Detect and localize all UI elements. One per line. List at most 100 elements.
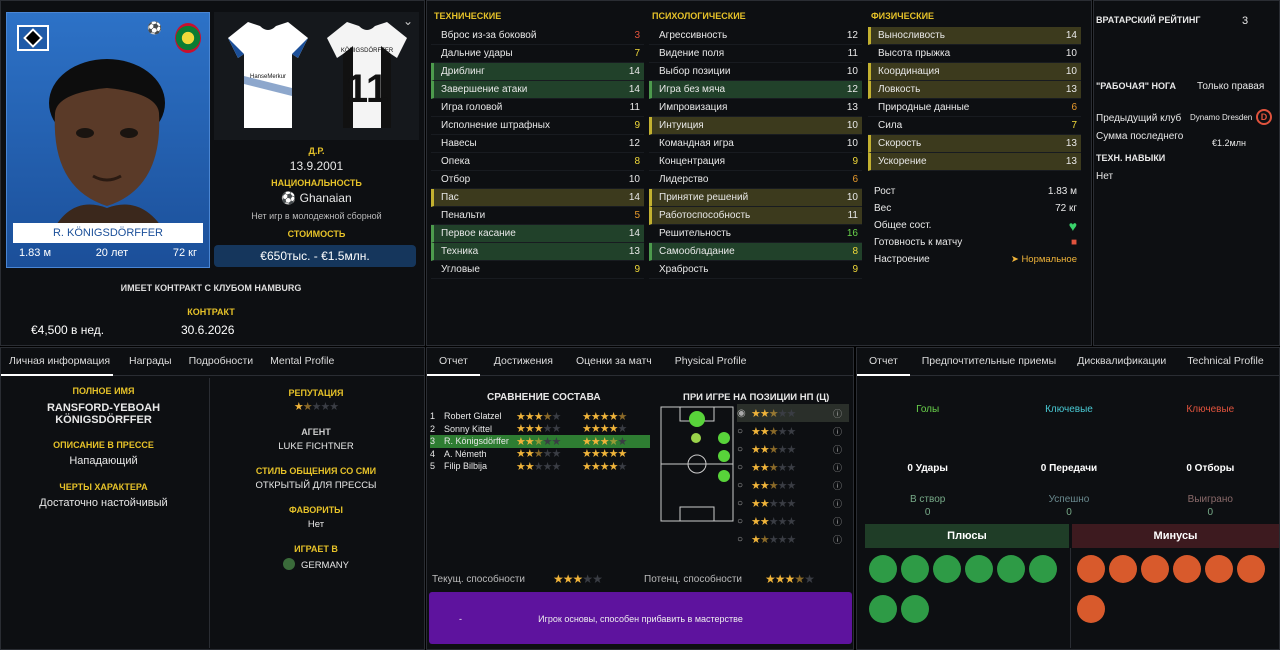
info-icon[interactable]: ⓘ: [833, 480, 843, 491]
attribute-row[interactable]: Агрессивность 12: [649, 27, 862, 45]
tab-awards[interactable]: Награды: [129, 355, 172, 367]
squad-row[interactable]: 5 Filip Bilbija ★★★★★ ★★★★★: [430, 460, 650, 473]
attribute-row[interactable]: Игра головой 11: [431, 99, 644, 117]
attribute-row[interactable]: Концентрация 9: [649, 153, 862, 171]
attribute-row[interactable]: Принятие решений 10: [649, 189, 862, 207]
attribute-row[interactable]: Дальние удары 7: [431, 45, 644, 63]
info-icon[interactable]: ⓘ: [833, 516, 843, 527]
side-info-panel: ВРАТАРСКИЙ РЕЙТИНГ 3 "РАБОЧАЯ" НОГА Толь…: [1093, 0, 1280, 346]
tab-physical-profile[interactable]: Physical Profile: [674, 355, 747, 367]
info-icon[interactable]: ⓘ: [833, 444, 843, 455]
tab-mental-profile[interactable]: Mental Profile: [270, 355, 335, 367]
plus-trait-icon[interactable]: [901, 555, 929, 583]
attribute-row[interactable]: Импровизация 13: [649, 99, 862, 117]
attribute-row[interactable]: Самообладание 8: [649, 243, 862, 261]
attribute-value: 10: [846, 120, 858, 131]
attribute-name: Агрессивность: [659, 30, 728, 41]
flask-icon[interactable]: [1077, 595, 1105, 623]
tab-achievements[interactable]: Достижения: [493, 355, 553, 367]
kit-dropdown-chevron-icon[interactable]: ⌄: [402, 14, 413, 28]
attribute-row[interactable]: Первое касание 14: [431, 225, 644, 243]
squad-row[interactable]: 4 A. Németh ★★★★★ ★★★★★: [430, 448, 650, 460]
minus-trait-icon[interactable]: [1237, 555, 1265, 583]
attribute-row[interactable]: Скорость 13: [868, 135, 1081, 153]
minus-trait-icon[interactable]: [1173, 555, 1201, 583]
prev-club-value[interactable]: Dynamo Dresden: [1190, 113, 1253, 122]
squad-row[interactable]: 1 Robert Glatzel ★★★★★ ★★★★★: [430, 410, 650, 423]
info-icon[interactable]: ⓘ: [833, 426, 843, 437]
attribute-row[interactable]: Координация 10: [868, 63, 1081, 81]
position-rating-row[interactable]: ◉ ★★★★★ ⓘ: [737, 404, 849, 422]
radio-icon[interactable]: ◉: [737, 407, 746, 419]
position-rating-row[interactable]: ○ ★★★★★ ⓘ: [737, 494, 849, 512]
attribute-row[interactable]: Вброс из-за боковой 3: [431, 27, 644, 45]
minus-trait-icon[interactable]: [1077, 555, 1105, 583]
tab-preferred-moves[interactable]: Предпочтительные приемы: [921, 355, 1057, 367]
position-rating-row[interactable]: ○ ★★★★★ ⓘ: [737, 530, 849, 548]
info-icon[interactable]: ⓘ: [833, 462, 843, 473]
plus-trait-icon[interactable]: [965, 555, 993, 583]
plus-trait-icon[interactable]: [869, 595, 897, 623]
radio-icon[interactable]: ○: [737, 533, 744, 545]
minus-trait-icon[interactable]: [1141, 555, 1169, 583]
attribute-row[interactable]: Навесы 12: [431, 135, 644, 153]
plus-trait-icon[interactable]: [869, 555, 897, 583]
attribute-row[interactable]: Завершение атаки 14: [431, 81, 644, 99]
tab-technical-profile[interactable]: Technical Profile: [1187, 355, 1264, 367]
squad-potential-stars: ★★★★★: [582, 435, 627, 448]
plus-trait-icon[interactable]: [997, 555, 1025, 583]
position-rating-row[interactable]: ○ ★★★★★ ⓘ: [737, 440, 849, 458]
attribute-row[interactable]: Командная игра 10: [649, 135, 862, 153]
agent-value[interactable]: LUKE FICHTNER: [278, 441, 354, 452]
tab-personal-info[interactable]: Личная информация: [1, 348, 113, 376]
radio-icon[interactable]: ○: [737, 515, 744, 527]
attribute-row[interactable]: Угловые 9: [431, 261, 644, 279]
tab-report[interactable]: Отчет: [427, 348, 480, 376]
position-rating-row[interactable]: ○ ★★★★★ ⓘ: [737, 422, 849, 440]
position-rating-row[interactable]: ○ ★★★★★ ⓘ: [737, 458, 849, 476]
attribute-row[interactable]: Пас 14: [431, 189, 644, 207]
attribute-row[interactable]: Высота прыжка 10: [868, 45, 1081, 63]
info-icon[interactable]: ⓘ: [833, 408, 843, 419]
globe-icon[interactable]: [901, 595, 929, 623]
squad-row[interactable]: 3 R. Königsdörffer ★★★★★ ★★★★★: [430, 435, 650, 448]
attribute-row[interactable]: Ловкость 13: [868, 81, 1081, 99]
attribute-row[interactable]: Отбор 10: [431, 171, 644, 189]
attribute-row[interactable]: Игра без мяча 12: [649, 81, 862, 99]
target-icon[interactable]: [1109, 555, 1137, 583]
radio-icon[interactable]: ○: [737, 479, 744, 491]
plus-trait-icon[interactable]: [933, 555, 961, 583]
attribute-row[interactable]: Храбрость 9: [649, 261, 862, 279]
radio-icon[interactable]: ○: [737, 425, 744, 437]
attribute-row[interactable]: Видение поля 11: [649, 45, 862, 63]
attribute-row[interactable]: Опека 8: [431, 153, 644, 171]
attribute-row[interactable]: Техника 13: [431, 243, 644, 261]
radio-icon[interactable]: ○: [737, 461, 744, 473]
radio-icon[interactable]: ○: [737, 443, 744, 455]
stat-title: Голы: [916, 404, 940, 415]
tab-stats-report[interactable]: Отчет: [857, 348, 910, 376]
position-rating-row[interactable]: ○ ★★★★★ ⓘ: [737, 512, 849, 530]
info-icon[interactable]: ⓘ: [833, 498, 843, 509]
position-rating-row[interactable]: ○ ★★★★★ ⓘ: [737, 476, 849, 494]
attribute-row[interactable]: Дриблинг 14: [431, 63, 644, 81]
info-icon[interactable]: ⓘ: [833, 534, 843, 545]
attribute-row[interactable]: Исполнение штрафных 9: [431, 117, 644, 135]
medal-icon[interactable]: [1205, 555, 1233, 583]
tab-match-ratings[interactable]: Оценки за матч: [575, 355, 652, 367]
attribute-row[interactable]: Выбор позиции 10: [649, 63, 862, 81]
tab-suspensions[interactable]: Дисквалификации: [1077, 355, 1167, 367]
squad-row[interactable]: 2 Sonny Kittel ★★★★★ ★★★★★: [430, 423, 650, 435]
attribute-row[interactable]: Сила 7: [868, 117, 1081, 135]
attribute-row[interactable]: Лидерство 6: [649, 171, 862, 189]
attribute-row[interactable]: Решительность 16: [649, 225, 862, 243]
plus-trait-icon[interactable]: [1029, 555, 1057, 583]
attribute-row[interactable]: Выносливость 14: [868, 27, 1081, 45]
attribute-row[interactable]: Природные данные 6: [868, 99, 1081, 117]
attribute-row[interactable]: Интуиция 10: [649, 117, 862, 135]
attribute-row[interactable]: Ускорение 13: [868, 153, 1081, 171]
attribute-row[interactable]: Пенальти 5: [431, 207, 644, 225]
tab-details[interactable]: Подробности: [188, 355, 254, 367]
radio-icon[interactable]: ○: [737, 497, 744, 509]
attribute-row[interactable]: Работоспособность 11: [649, 207, 862, 225]
